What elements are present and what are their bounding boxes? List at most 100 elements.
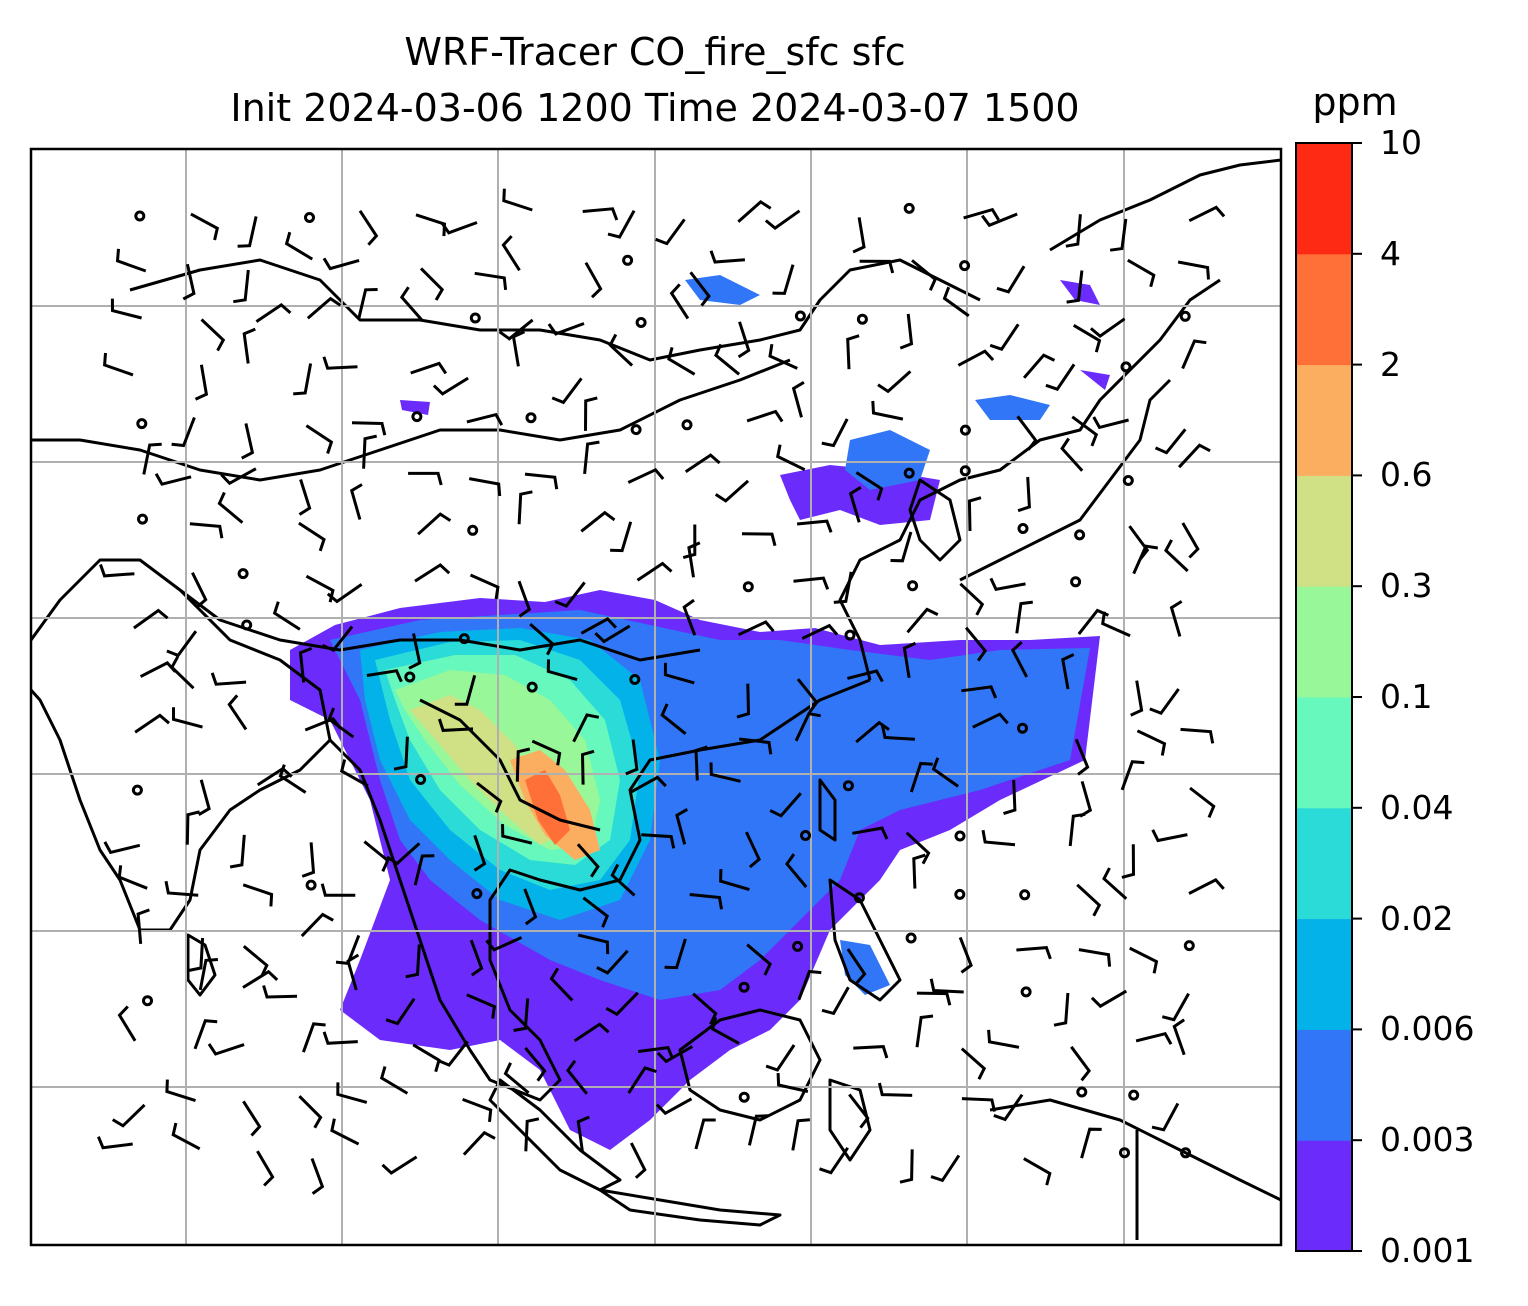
colorbar-level-6 [1296,475,1352,587]
wind-barb [524,1046,547,1082]
wind-barb [877,370,912,394]
tracer-plume-north7 [400,400,430,415]
wind-barb [346,953,360,991]
wind-barb [689,271,711,307]
wind-barb [627,467,665,484]
calm-wind-marker [1076,1086,1088,1098]
wind-barb [233,269,250,304]
wind-barb [440,221,478,235]
wind-barb [1178,443,1211,469]
wind-barb [912,853,926,889]
wind-barb [134,713,170,734]
wind-barb [1089,317,1126,338]
calm-wind-marker [954,830,966,842]
wind-barb [772,264,795,295]
wind-barb [577,933,610,955]
wind-barb [414,563,451,583]
wind-barb [1188,205,1226,223]
coastline-new-guinea [989,1098,1281,1202]
wind-barb [517,580,532,618]
calm-wind-marker [469,312,481,324]
wind-barb [468,477,502,497]
calm-wind-marker [907,580,919,592]
calm-wind-marker [142,995,153,1007]
wind-barb [358,209,379,246]
wind-barb [1017,476,1031,513]
colorbar-tick-label: 0.3 [1380,566,1433,606]
wind-barb [942,286,970,318]
wind-barb [524,472,559,490]
wind-barb [911,259,938,291]
calm-wind-marker [959,465,971,477]
wind-barb [298,521,326,552]
calm-wind-marker [1019,889,1031,901]
wind-barb [1109,218,1128,252]
wind-barb [1189,786,1216,818]
calm-wind-marker [842,780,854,792]
wind-barb [189,522,224,539]
wind-barb [747,1114,769,1146]
wind-barb [197,779,211,816]
wind-barb [1161,992,1190,1022]
calm-wind-marker [305,879,317,891]
wind-barb [794,712,821,742]
wind-barb [961,1097,996,1112]
wind-barb [498,318,534,341]
wind-barb [115,248,147,273]
calm-wind-marker [134,210,146,222]
wind-barb [298,1095,323,1129]
wind-barb [301,842,316,878]
colorbar-level-2 [1296,918,1352,1030]
graticule [31,149,1281,1245]
wind-barb [664,938,687,970]
wind-barb [902,641,917,679]
coastline-south-asia [31,558,332,932]
wind-barb [576,1115,590,1152]
tracer-plume-north4 [685,275,760,305]
wind-barb [322,1031,358,1045]
wind-barb [255,303,292,323]
map-frame [29,147,1283,1247]
calm-wind-marker [1020,986,1032,998]
calm-wind-marker [959,424,971,436]
calm-wind-marker [800,830,811,841]
wind-barb [957,349,995,367]
wind-barb [229,834,246,869]
coastline-taiwan [818,778,837,842]
wind-barb [682,598,697,636]
wind-barb [737,620,775,637]
calm-wind-marker [1119,1147,1130,1159]
wind-barb [1071,415,1099,447]
wind-barb [305,424,334,454]
wind-barb [322,257,360,271]
calm-wind-marker [794,310,806,322]
tracer-plume-north6 [1080,370,1110,390]
wind-barb [1151,1102,1180,1132]
wind-barb [769,792,802,818]
wind-barb [339,759,369,788]
wind-barb [714,343,741,376]
wind-barb [596,949,629,975]
wind-barb [605,991,639,1017]
wind-barb [1149,688,1180,716]
wind-barb [511,330,526,367]
wind-barb [1076,883,1102,917]
wind-barb [171,1122,201,1151]
wind-barb [848,486,862,523]
wind-barb [320,883,356,897]
wind-barb [1015,600,1033,634]
wind-barb [583,440,600,475]
wind-barb [408,471,443,486]
wind-barb [796,678,819,714]
wind-barb [608,333,634,367]
wind-barb [327,707,355,739]
wind-barb [220,467,257,486]
wind-barbs [97,188,1226,1195]
calm-wind-marker [137,513,148,525]
colorbar-tick-label: 0.02 [1380,898,1454,938]
wind-barb [385,997,416,1026]
wind-barb [242,883,274,907]
wind-barb [241,423,255,460]
colorbar-tick-label: 4 [1380,233,1401,273]
wind-barb [278,764,307,794]
